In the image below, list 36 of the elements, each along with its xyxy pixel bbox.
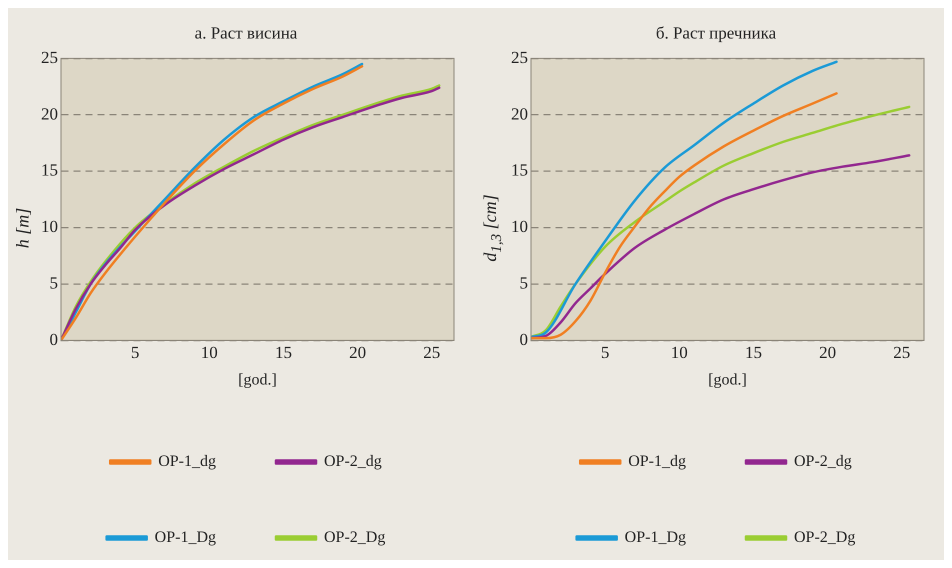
y-axis-title: h [m] — [12, 208, 34, 248]
y-tick-label: 5 — [520, 273, 528, 292]
x-tick-label: 10 — [200, 343, 218, 362]
legend-label: OP-1_dg — [628, 453, 686, 470]
x-tick-label: 15 — [274, 343, 292, 362]
x-axis-title: [god.] — [708, 372, 747, 389]
x-tick-label: 25 — [893, 343, 910, 362]
chart-title: б. Раст пречника — [656, 24, 777, 43]
y-tick-label: 20 — [41, 104, 58, 124]
y-tick-label: 5 — [50, 273, 58, 292]
legend-label: OP-2_Dg — [794, 529, 856, 546]
y-tick-label: 25 — [511, 48, 528, 67]
y-tick-label: 10 — [511, 217, 528, 236]
legend-label: OP-1_Dg — [154, 529, 216, 546]
y-tick-label: 10 — [41, 217, 58, 236]
line-series — [531, 154, 910, 340]
y-tick-label: 0 — [50, 330, 58, 349]
x-axis-title: [god.] — [238, 372, 277, 389]
y-tick-label: 15 — [41, 160, 58, 180]
y-tick-label: 20 — [511, 104, 528, 124]
x-tick-label: 20 — [819, 343, 836, 362]
x-tick-label: 5 — [130, 343, 140, 362]
x-tick-label: 20 — [349, 343, 366, 362]
legend-label: OP-2_Dg — [324, 529, 386, 546]
legend-label: OP-1_dg — [158, 453, 216, 470]
legend-label: OP-2_dg — [794, 453, 852, 470]
x-tick-label: 15 — [744, 343, 762, 362]
chart-title: а. Раст висина — [194, 24, 298, 43]
x-tick-label: 10 — [670, 343, 688, 362]
legend-label: OP-2_dg — [324, 453, 382, 470]
y-tick-label: 15 — [511, 160, 528, 180]
y-tick-label: 25 — [41, 48, 58, 67]
x-tick-label: 25 — [423, 343, 440, 362]
y-tick-label: 0 — [520, 330, 528, 349]
x-tick-label: 5 — [600, 343, 610, 362]
legend-label: OP-1_Dg — [624, 529, 686, 546]
